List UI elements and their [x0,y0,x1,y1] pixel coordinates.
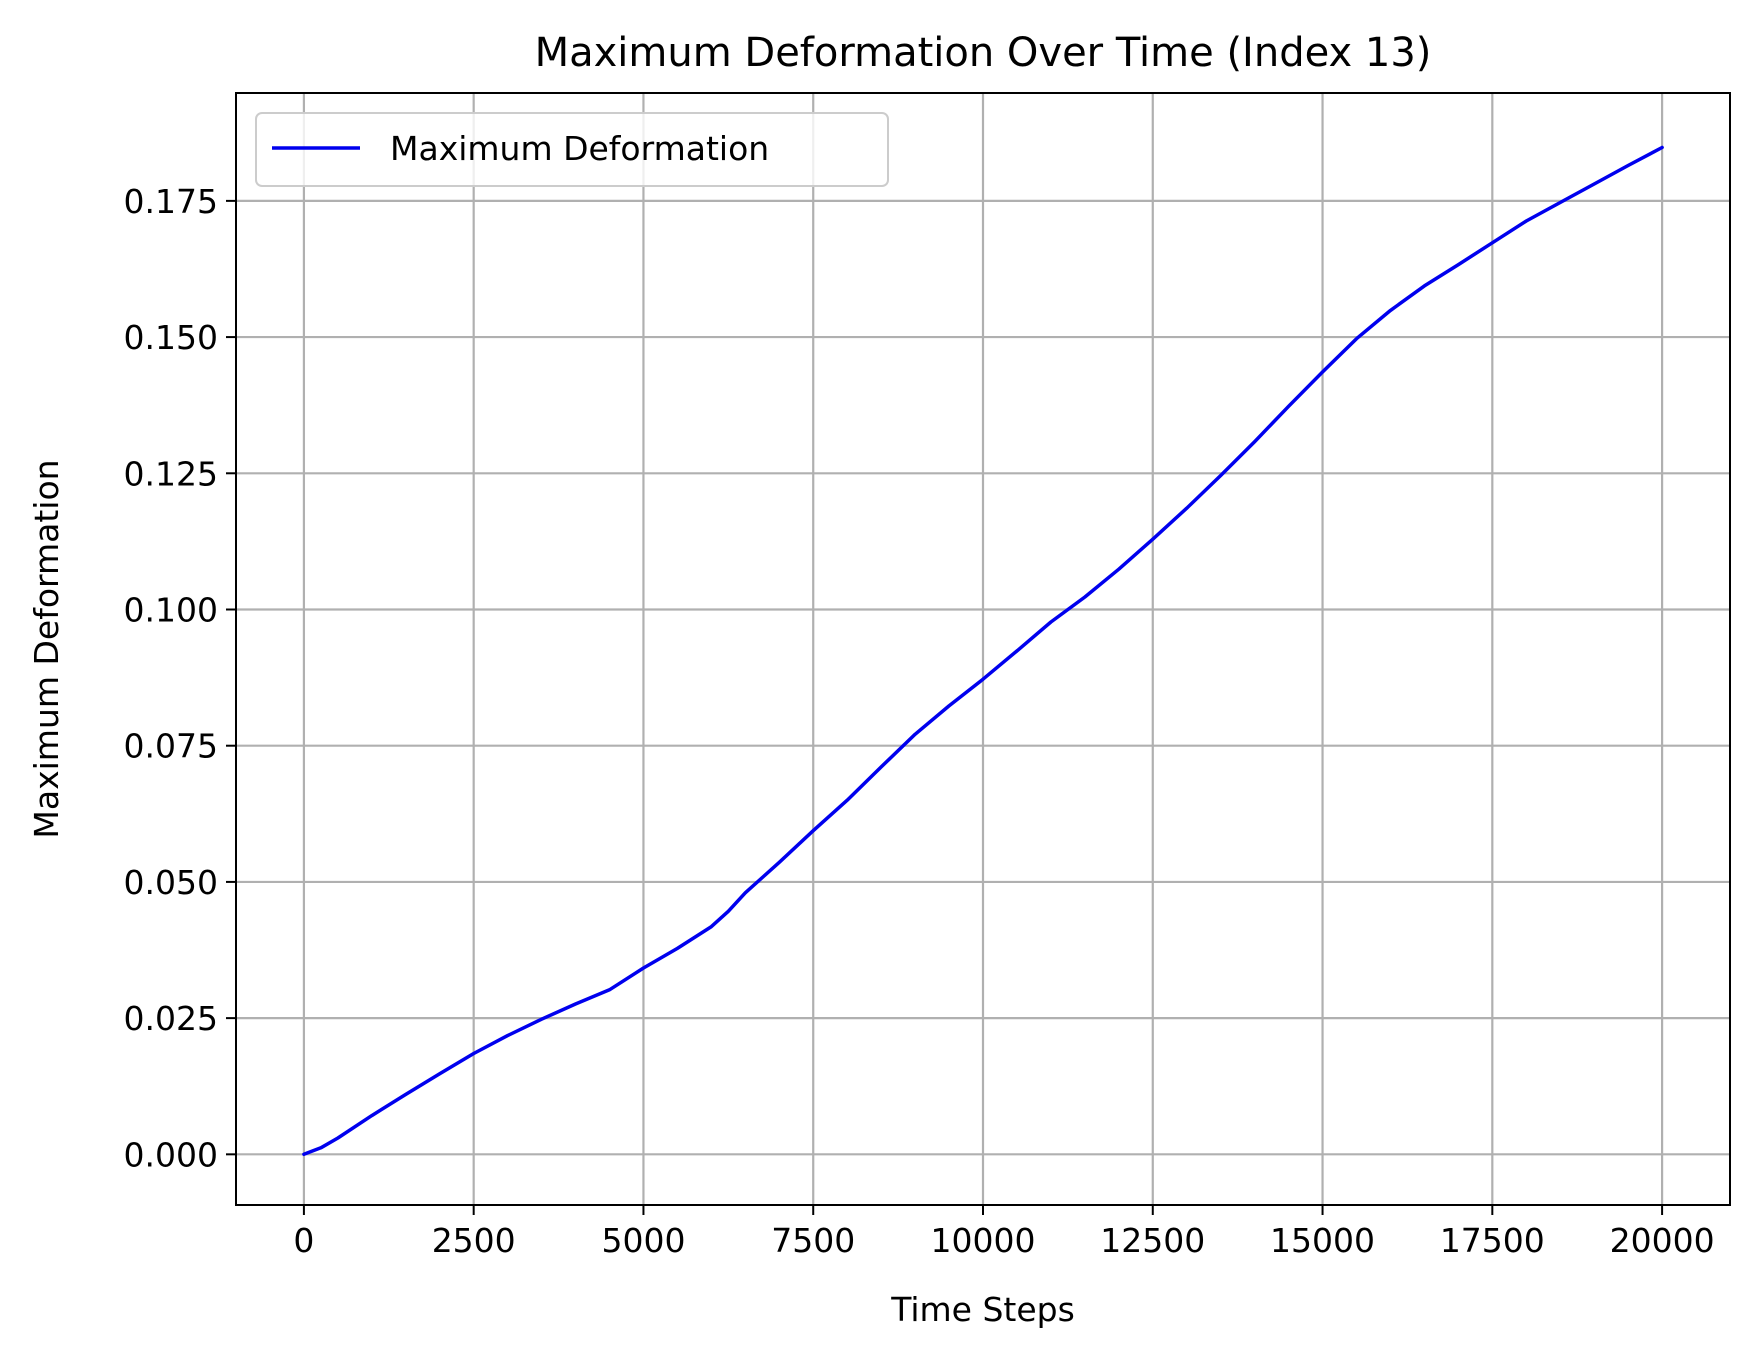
x-tick-label: 17500 [1440,1221,1545,1260]
y-tick-label: 0.100 [124,590,218,629]
y-tick-label: 0.125 [124,454,218,493]
y-tick-label: 0.150 [124,318,218,357]
x-tick-label: 0 [293,1221,314,1260]
x-tick-label: 2500 [432,1221,516,1260]
y-axis-label: Maximum Deformation [27,459,66,838]
x-tick-label: 7500 [771,1221,855,1260]
chart-title: Maximum Deformation Over Time (Index 13) [535,30,1432,76]
x-axis-label: Time Steps [890,1290,1075,1329]
series-layer [302,145,1664,1157]
axis-ticks: 0 2500 5000 7500 10000 12500 15000 17500 20000 0.… [124,182,1715,1260]
x-tick-label: 12500 [1100,1221,1205,1260]
y-tick-label: 0.075 [124,727,218,766]
x-tick-label: 20000 [1610,1221,1715,1260]
y-tick-label: 0.175 [124,182,218,221]
y-tick-label: 0.050 [124,863,218,902]
y-tick-label: 0.025 [124,999,218,1038]
x-tick-label: 10000 [931,1221,1036,1260]
legend-label: Maximum Deformation [390,129,769,168]
x-tick-label: 5000 [601,1221,685,1260]
series-line [302,145,1664,1157]
x-tick-label: 15000 [1270,1221,1375,1260]
legend: Maximum Deformation [255,112,889,187]
y-tick-label: 0.000 [124,1135,218,1174]
grid [236,93,1730,1205]
legend-box [255,112,889,187]
